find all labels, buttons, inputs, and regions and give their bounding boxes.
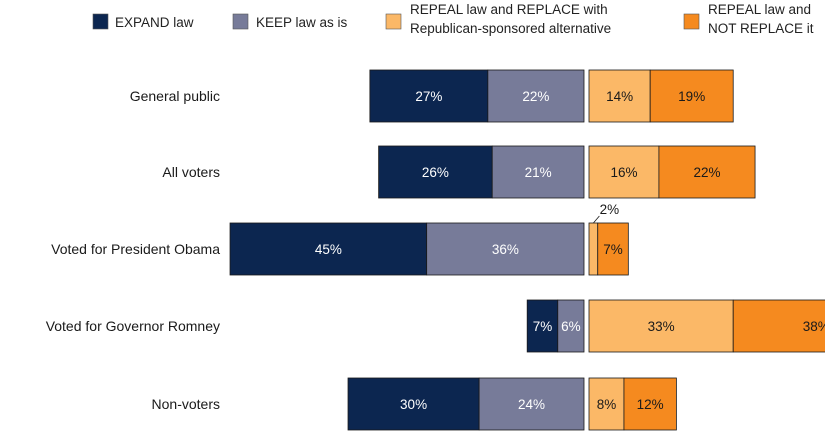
category-label-voted-for-president-obama: Voted for President Obama — [51, 241, 220, 257]
bar-keep-law-as-is-voted-for-president-obama — [426, 222, 585, 276]
legend-swatch-repeal-law-and-replace-with-republican-sponsored-alternative — [385, 13, 402, 30]
bar-repeal-law-and-replace-with-republican-sponsored-alternative-general-public — [588, 69, 651, 123]
bar-repeal-law-and-not-replace-it-voted-for-governor-romney — [732, 299, 825, 353]
bar-label-repeal-law-and-replace-with-republican-sponsored-alternative-voted-for-president-obama: 2% — [600, 202, 620, 217]
category-label-general-public: General public — [130, 88, 220, 104]
legend-swatch-keep-law-as-is — [232, 13, 249, 30]
bar-label-expand-law-all-voters: 26% — [422, 165, 449, 180]
bar-label-repeal-law-and-replace-with-republican-sponsored-alternative-non-voters: 8% — [597, 397, 617, 412]
bar-label-repeal-law-and-not-replace-it-general-public: 19% — [678, 89, 705, 104]
legend-swatch-repeal-law-and-not-replace-it — [683, 13, 700, 30]
bar-label-repeal-law-and-not-replace-it-voted-for-president-obama: 7% — [603, 242, 623, 257]
category-labels: General public All voters Voted for Presid… — [46, 88, 221, 412]
category-label-non-voters: Non-voters — [152, 396, 220, 412]
leader-line-repeal-law-and-replace-with-republican-sponsored-alternative-voted-for-president-obama — [593, 215, 600, 224]
bars: 27% 22% 14% 19% 26% 21% 16% 22% 45% 36% 2% 7% 7% 6% 33… — [229, 69, 825, 431]
bar-repeal-law-and-not-replace-it-general-public — [649, 69, 734, 123]
bar-repeal-law-and-not-replace-it-non-voters — [623, 377, 677, 431]
legend-label-expand-law: EXPAND law — [115, 15, 194, 30]
legend-label-repeal-law-and-not-replace-it-line-2: NOT REPLACE it — [708, 21, 814, 36]
bar-label-expand-law-voted-for-governor-romney: 7% — [533, 319, 553, 334]
bar-label-repeal-law-and-replace-with-republican-sponsored-alternative-general-public: 14% — [606, 89, 633, 104]
category-label-all-voters: All voters — [162, 164, 220, 180]
bar-label-keep-law-as-is-voted-for-president-obama: 36% — [492, 242, 519, 257]
bar-label-keep-law-as-is-general-public: 22% — [522, 89, 549, 104]
bar-label-repeal-law-and-replace-with-republican-sponsored-alternative-voted-for-governor-romney: 33% — [648, 319, 675, 334]
bar-repeal-law-and-replace-with-republican-sponsored-alternative-voted-for-president-obama — [588, 222, 599, 276]
bar-repeal-law-and-replace-with-republican-sponsored-alternative-voted-for-governor-romney — [588, 299, 734, 353]
bar-keep-law-as-is-all-voters — [491, 145, 585, 199]
bar-keep-law-as-is-general-public — [487, 69, 585, 123]
bar-keep-law-as-is-voted-for-governor-romney — [557, 299, 585, 353]
bar-label-repeal-law-and-not-replace-it-non-voters: 12% — [637, 397, 664, 412]
bar-label-expand-law-voted-for-president-obama: 45% — [315, 242, 342, 257]
bar-label-keep-law-as-is-non-voters: 24% — [518, 397, 545, 412]
bar-label-keep-law-as-is-voted-for-governor-romney: 6% — [561, 319, 581, 334]
bar-expand-law-voted-for-president-obama — [229, 222, 428, 276]
category-label-voted-for-governor-romney: Voted for Governor Romney — [46, 318, 220, 334]
bar-expand-law-all-voters — [378, 145, 493, 199]
legend: EXPAND law KEEP law as is REPEAL law and R… — [92, 2, 814, 36]
legend-label-keep-law-as-is: KEEP law as is — [256, 15, 348, 30]
bar-label-repeal-law-and-not-replace-it-voted-for-governor-romney: 38% — [803, 319, 825, 334]
legend-label-repeal-law-and-not-replace-it-line-1: REPEAL law and — [708, 2, 811, 17]
bar-repeal-law-and-not-replace-it-voted-for-president-obama — [597, 222, 629, 276]
bar-expand-law-voted-for-governor-romney — [526, 299, 559, 353]
bar-expand-law-general-public — [369, 69, 489, 123]
legend-label-repeal-law-and-replace-with-republican-sponsored-alternative-line-1: REPEAL law and REPLACE with — [410, 2, 608, 17]
legend-swatch-expand-law — [92, 13, 109, 30]
bar-keep-law-as-is-non-voters — [478, 377, 585, 431]
bar-label-keep-law-as-is-all-voters: 21% — [525, 165, 552, 180]
bar-repeal-law-and-not-replace-it-all-voters — [658, 145, 756, 199]
bar-label-expand-law-non-voters: 30% — [400, 397, 427, 412]
bar-repeal-law-and-replace-with-republican-sponsored-alternative-all-voters — [588, 145, 660, 199]
bar-label-repeal-law-and-replace-with-republican-sponsored-alternative-all-voters: 16% — [610, 165, 637, 180]
bar-label-repeal-law-and-not-replace-it-all-voters: 22% — [693, 165, 720, 180]
bar-label-expand-law-general-public: 27% — [415, 89, 442, 104]
legend-label-repeal-law-and-replace-with-republican-sponsored-alternative-line-2: Republican-sponsored alternative — [410, 21, 611, 36]
